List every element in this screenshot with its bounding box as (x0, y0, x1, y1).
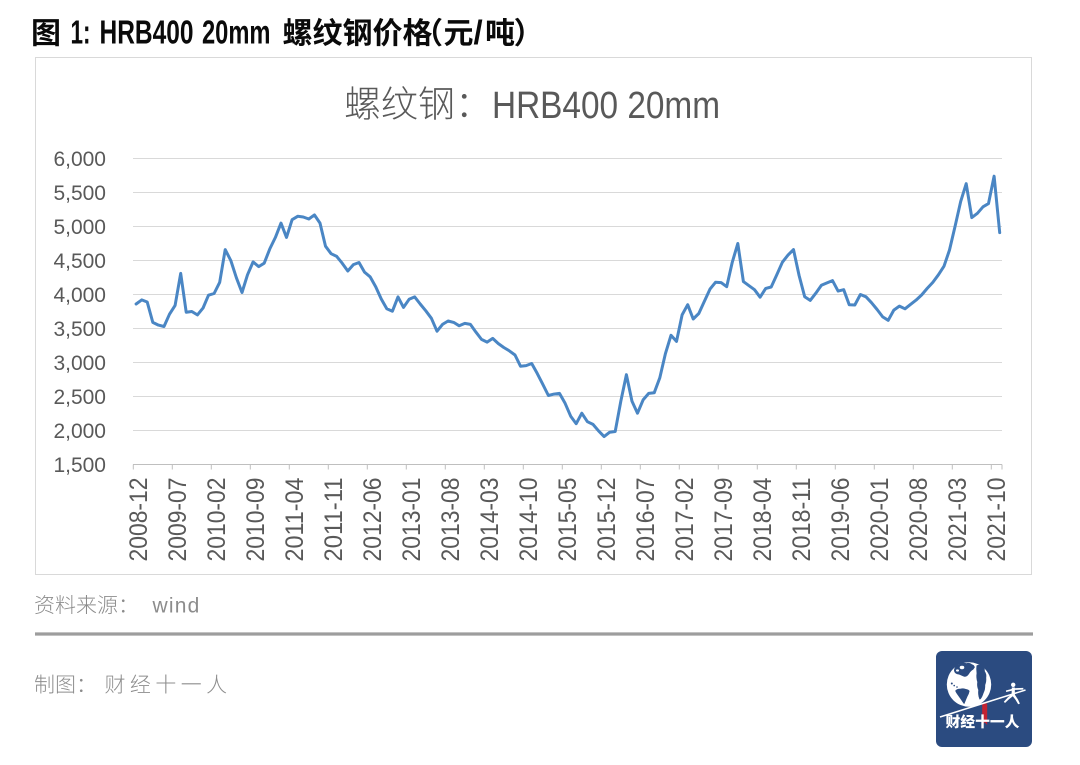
svg-text:2011-11: 2011-11 (320, 478, 348, 562)
svg-text:2013-08: 2013-08 (437, 478, 465, 562)
svg-text:6,000: 6,000 (53, 148, 106, 171)
svg-text:4,500: 4,500 (53, 250, 106, 273)
svg-text:2017-09: 2017-09 (710, 478, 738, 562)
svg-text:2018-04: 2018-04 (749, 477, 777, 561)
svg-text:2021-03: 2021-03 (944, 478, 972, 562)
svg-text:2,500: 2,500 (53, 386, 106, 409)
svg-text:3,500: 3,500 (53, 318, 106, 341)
svg-text:3,000: 3,000 (53, 352, 106, 375)
svg-text:2010-02: 2010-02 (203, 478, 231, 562)
svg-text:2015-05: 2015-05 (554, 478, 582, 562)
svg-text:2013-01: 2013-01 (398, 478, 426, 562)
svg-text:2009-07: 2009-07 (164, 478, 192, 562)
svg-text:wind: wind (152, 595, 201, 618)
svg-text:2015-12: 2015-12 (593, 478, 621, 562)
svg-text:4,000: 4,000 (53, 284, 106, 307)
svg-text:2012-06: 2012-06 (359, 478, 387, 562)
svg-text:5,500: 5,500 (53, 182, 106, 205)
svg-text:5,000: 5,000 (53, 216, 106, 239)
svg-text:1,500: 1,500 (53, 454, 106, 477)
svg-text:2014-03: 2014-03 (476, 478, 504, 562)
svg-text:2020-08: 2020-08 (905, 478, 933, 562)
svg-text:2018-11: 2018-11 (788, 478, 816, 562)
svg-text:2008-12: 2008-12 (125, 478, 153, 562)
svg-text:1:: 1: (71, 14, 91, 51)
svg-text:/: / (474, 14, 483, 51)
svg-text:20mm: 20mm (202, 14, 271, 51)
svg-text:2019-06: 2019-06 (827, 478, 855, 562)
svg-text:2020-01: 2020-01 (866, 478, 894, 562)
svg-text:2021-10: 2021-10 (983, 478, 1011, 562)
svg-text:2017-02: 2017-02 (671, 478, 699, 562)
svg-text:2016-07: 2016-07 (632, 478, 660, 562)
svg-text:2011-04: 2011-04 (281, 477, 309, 561)
svg-text:HRB400 20mm: HRB400 20mm (492, 85, 720, 127)
svg-text:2014-10: 2014-10 (515, 478, 543, 562)
svg-text:2,000: 2,000 (53, 420, 106, 443)
svg-text:HRB400: HRB400 (100, 14, 194, 51)
svg-text:2010-09: 2010-09 (242, 478, 270, 562)
